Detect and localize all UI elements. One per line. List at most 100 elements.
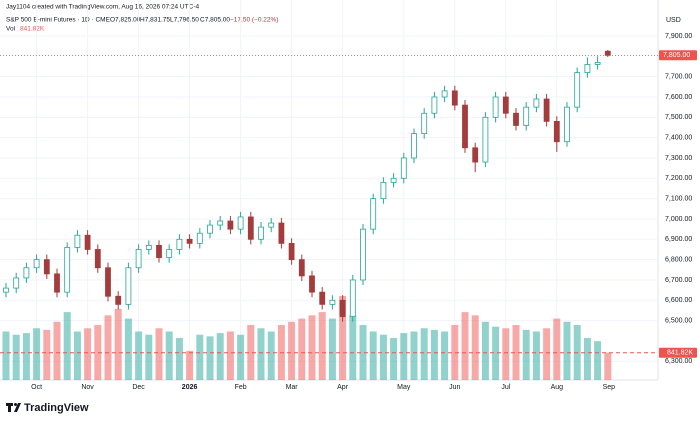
candle-body [380, 181, 387, 200]
candle-body [594, 62, 601, 65]
volume-bar [604, 352, 612, 380]
volume-bar [196, 334, 204, 380]
candle-body [533, 98, 540, 108]
y-tick-label: 6,600.00 [665, 297, 692, 304]
y-tick-label: 7,700.00 [665, 73, 692, 80]
candle-body [166, 249, 173, 259]
volume-bar [257, 328, 265, 380]
volume-bar [216, 333, 224, 380]
candle-body [421, 112, 428, 134]
volume-bar [33, 328, 41, 380]
candle-body [145, 245, 152, 250]
volume-bar [390, 337, 398, 380]
volume-bar [318, 312, 326, 380]
volume-bar [359, 325, 367, 380]
x-tick-label: Oct [31, 384, 42, 391]
candle-body [604, 50, 611, 56]
candle-body [186, 238, 193, 244]
candle-body [278, 222, 285, 244]
candle-body [472, 147, 479, 163]
volume-bar [94, 325, 102, 380]
candle-body [390, 177, 397, 183]
candle-body [84, 234, 91, 250]
candle-body [309, 275, 315, 293]
volume-bar [461, 312, 469, 380]
candle-body [553, 120, 560, 143]
volume-bar [512, 325, 520, 380]
volume-bar [379, 334, 387, 380]
volume-bar [267, 331, 275, 380]
candle-body [268, 222, 275, 228]
volume-bar [145, 334, 153, 380]
volume-bar [553, 318, 561, 380]
candle-body [564, 106, 570, 143]
x-tick-label: Dec [132, 384, 145, 391]
candle-body [176, 238, 183, 250]
candle-body [105, 267, 111, 297]
ohlc-low: L7,796.50 [170, 17, 199, 24]
volume-bar [155, 328, 163, 380]
volume-value: 841.82K [20, 26, 45, 33]
volume-bar [12, 334, 20, 380]
ohlc-close: C7,805.00 [200, 17, 230, 24]
y-tick-label: 6,800.00 [665, 256, 692, 263]
logo-text: TradingView [24, 402, 89, 414]
volume-bar [339, 295, 347, 380]
x-tick-label: Aug [551, 384, 564, 391]
logo: TradingView [6, 402, 89, 414]
candle-body [411, 133, 417, 159]
candle-body [247, 216, 254, 240]
x-tick-label: Mar [286, 384, 299, 391]
volume-bar [104, 315, 112, 380]
ohlc-high: H7,831.75 [140, 17, 170, 24]
x-tick-label: May [397, 384, 411, 391]
candle-body [513, 112, 519, 126]
volume-bar [532, 331, 540, 380]
candle-body [431, 96, 438, 114]
y-tick-label: 7,400.00 [665, 134, 692, 141]
last-price-badge [659, 50, 697, 61]
volume-bar [502, 328, 510, 380]
volume-bar [186, 350, 194, 380]
y-tick-label: 7,500.00 [665, 114, 692, 121]
candle-body [125, 267, 132, 305]
currency: USD [666, 17, 681, 24]
y-tick-label: 7,100.00 [665, 195, 692, 202]
volume-bar [53, 321, 61, 380]
candle-body [13, 277, 20, 289]
candle-body [74, 234, 81, 248]
y-tick-label: 7,200.00 [665, 175, 692, 182]
candle-body [3, 287, 9, 293]
volume-bar [420, 328, 428, 380]
candle-body [43, 259, 50, 275]
candle-body [33, 259, 40, 269]
candle-body [54, 273, 60, 293]
volume-bar [43, 329, 51, 380]
candle-body [329, 299, 336, 305]
candle-body [115, 295, 122, 305]
candle-body [400, 157, 407, 179]
volume-bar [247, 325, 255, 380]
volume-bar [135, 331, 143, 380]
volume-bar [563, 321, 571, 380]
y-tick-label: 6,900.00 [665, 236, 692, 243]
volume-bar [441, 331, 449, 380]
y-tick-label: 6,700.00 [665, 277, 692, 284]
symbol: S&P 500 E-mini Futures · 1D · CME [6, 17, 111, 24]
candle-body [349, 279, 356, 317]
volume-bar [308, 315, 316, 380]
volume-bar [288, 321, 296, 380]
candle-body [298, 259, 305, 277]
volume-bar [543, 328, 551, 380]
last-price-label: 7,805.00 [663, 52, 690, 59]
candle-body [94, 249, 101, 269]
candle-body [584, 64, 591, 73]
ohlc-open: O7,825.00 [110, 17, 141, 24]
candle-body [156, 245, 162, 259]
volume-bar [471, 315, 479, 380]
candle-body [207, 224, 213, 234]
x-tick-label: Jul [501, 384, 510, 391]
candle-body [502, 96, 509, 114]
volume-bar [451, 325, 459, 380]
